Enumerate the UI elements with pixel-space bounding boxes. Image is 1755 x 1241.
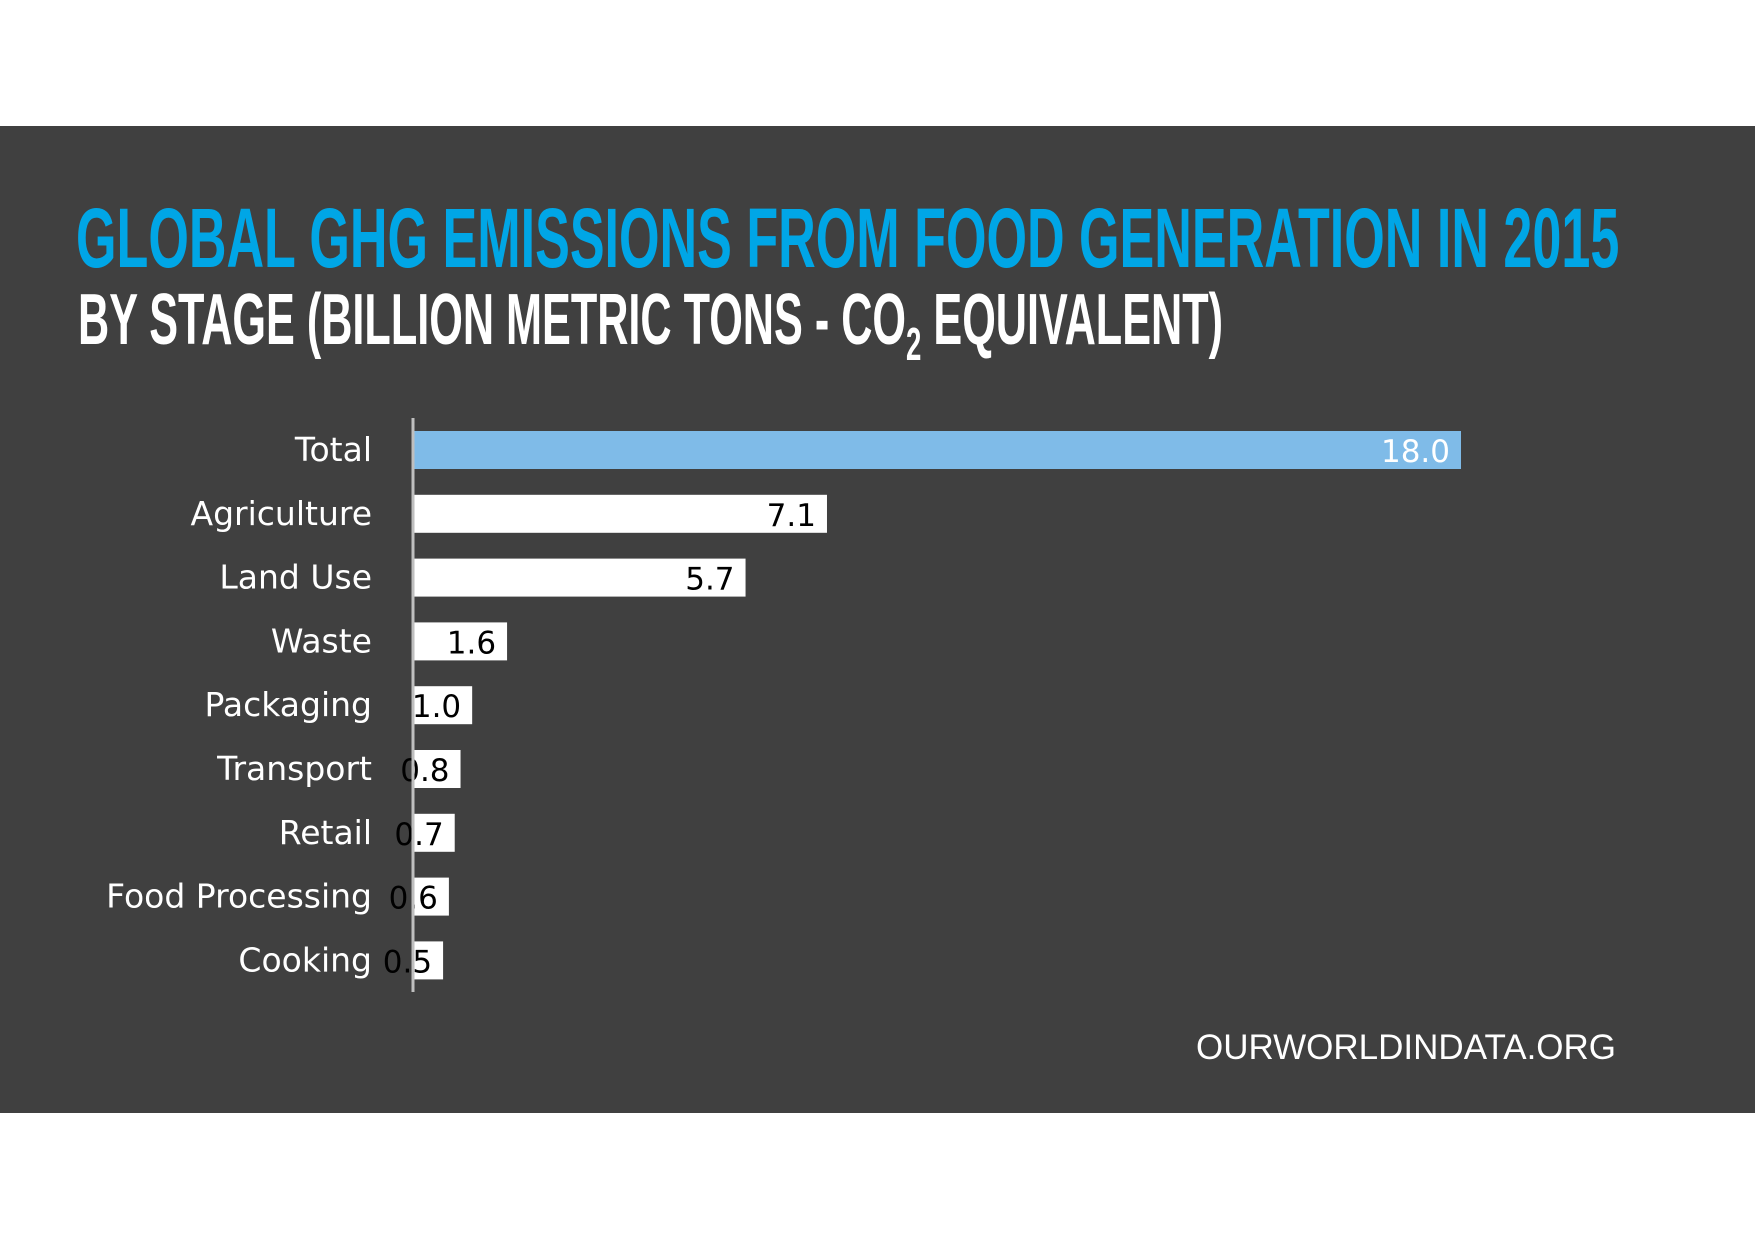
category-label: Agriculture bbox=[191, 494, 372, 533]
chart-panel bbox=[0, 126, 1755, 1113]
category-label: Total bbox=[294, 430, 372, 469]
data-label: 1.6 bbox=[447, 625, 496, 661]
bar-cooking bbox=[414, 941, 444, 980]
category-label: Land Use bbox=[219, 558, 372, 597]
category-label: Retail bbox=[279, 813, 372, 852]
category-label: Food Processing bbox=[106, 877, 372, 916]
subtitle-text-end: EQUIVALENT) bbox=[921, 280, 1223, 360]
bar-food-processing bbox=[414, 877, 449, 916]
data-label: 0.7 bbox=[394, 817, 443, 853]
chart-title: GLOBAL GHG EMISSIONS FROM FOOD GENERATIO… bbox=[76, 191, 1620, 285]
bar-retail bbox=[414, 813, 455, 852]
source-credit: OURWORLDINDATA.ORG bbox=[1196, 1028, 1617, 1067]
category-label: Packaging bbox=[204, 685, 372, 724]
bar-waste bbox=[414, 622, 508, 661]
data-label: 5.7 bbox=[685, 562, 734, 598]
chart-subtitle: BY STAGE (BILLION METRIC TONS - CO2 EQUI… bbox=[78, 284, 1223, 367]
subtitle-subscript: 2 bbox=[906, 318, 922, 370]
bar-total bbox=[414, 431, 1461, 469]
data-label: 18.0 bbox=[1381, 434, 1450, 470]
data-label: 7.1 bbox=[767, 498, 816, 534]
data-label: 1.0 bbox=[412, 689, 461, 725]
category-label: Cooking bbox=[238, 940, 372, 979]
category-label: Waste bbox=[271, 621, 372, 660]
bar-transport bbox=[414, 750, 461, 788]
bar-agriculture bbox=[414, 494, 827, 533]
subtitle-text: BY STAGE (BILLION METRIC TONS - CO bbox=[78, 280, 907, 360]
bar-land-use bbox=[414, 558, 746, 597]
bar-packaging bbox=[414, 686, 473, 725]
data-label: 0.8 bbox=[400, 753, 449, 789]
category-label: Transport bbox=[216, 749, 372, 788]
data-label: 0.5 bbox=[383, 944, 432, 980]
